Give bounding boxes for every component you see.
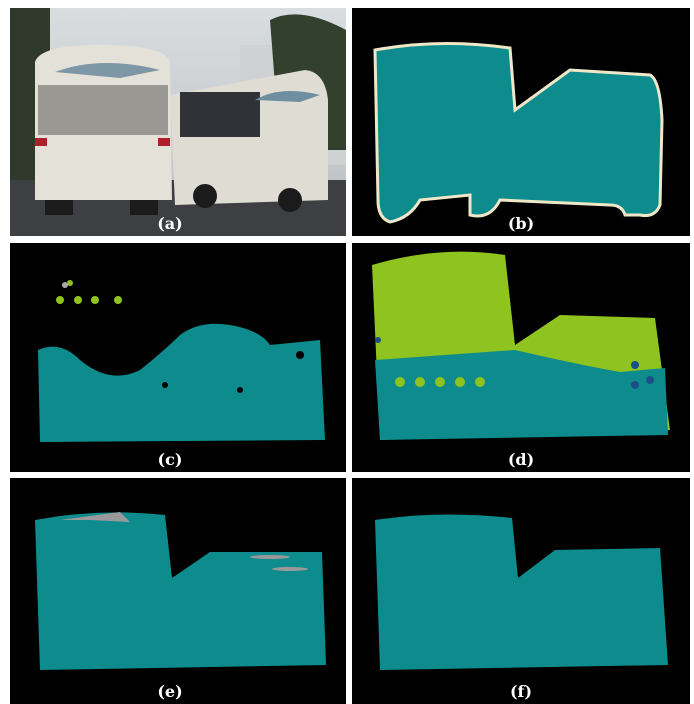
panel-a: (a) [10, 8, 346, 236]
panel-f: (f) [352, 478, 690, 704]
panel-label: (e) [157, 682, 182, 701]
panel-label: (d) [508, 450, 534, 469]
panel-b: (b) [352, 8, 690, 236]
page: (a) (b) (c) (d) (e) (f) (() => { const d [0, 0, 694, 704]
panel-d: (d) [352, 243, 690, 472]
panel-c: (c) [10, 243, 346, 472]
panel-label: (c) [158, 450, 183, 469]
panel-e: (e) [10, 478, 346, 704]
panel-label: (f) [510, 682, 532, 701]
panel-label: (b) [508, 214, 534, 233]
figure: (a) (b) (c) (d) (e) (f) [0, 0, 694, 704]
panel-label: (a) [157, 214, 183, 233]
